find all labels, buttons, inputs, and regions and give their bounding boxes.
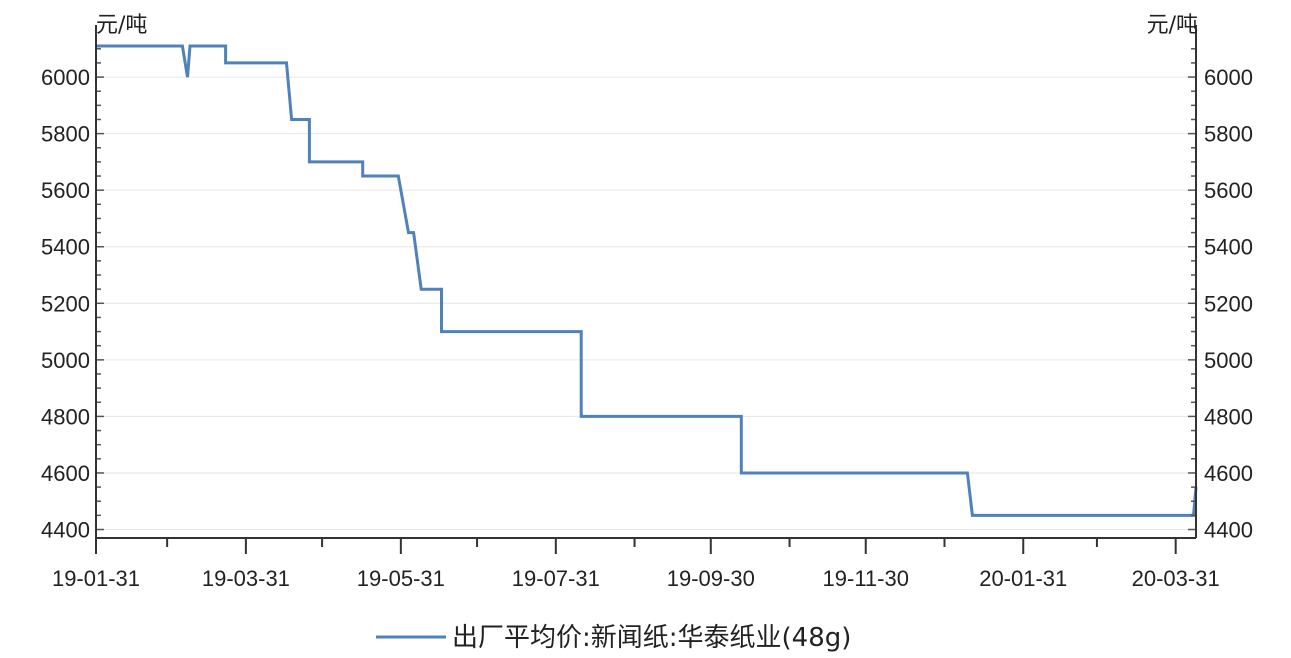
y-tick-label-right: 6000 (1204, 65, 1253, 90)
y-tick-label-right: 5000 (1204, 348, 1253, 373)
x-tick-label: 19-05-31 (357, 566, 445, 591)
grid-lines (96, 76, 1196, 531)
y-tick-label-left: 5800 (41, 122, 90, 147)
series-line (96, 44, 1198, 517)
y-tick-label-left: 5000 (41, 348, 90, 373)
x-tick-label: 19-11-30 (823, 566, 909, 591)
x-tick-label: 19-03-31 (202, 566, 290, 591)
y-tick-label-right: 5600 (1204, 178, 1253, 203)
y-tick-label-right: 4400 (1204, 518, 1253, 543)
y-tick-label-right: 5800 (1204, 122, 1253, 147)
y-tick-label-left: 5600 (41, 178, 90, 203)
y-tick-label-left: 4600 (41, 461, 90, 486)
y-axis-unit-right: 元/吨 (1147, 13, 1198, 38)
y-axis-unit-left: 元/吨 (96, 13, 147, 38)
y-tick-label-left: 5200 (41, 291, 90, 316)
legend-label: 出厂平均价:新闻纸:华泰纸业(48g) (452, 623, 851, 653)
plot-area (96, 44, 1198, 517)
x-tick-label: 19-07-31 (512, 566, 600, 591)
x-tick-label: 19-01-31 (52, 566, 140, 591)
y-tick-label-left: 4400 (41, 518, 90, 543)
y-tick-label-right: 5200 (1204, 291, 1253, 316)
legend: 出厂平均价:新闻纸:华泰纸业(48g) (376, 623, 851, 653)
y-tick-label-right: 4600 (1204, 461, 1253, 486)
x-tick-label: 20-01-31 (979, 566, 1067, 591)
y-tick-label-left: 6000 (41, 65, 90, 90)
y-tick-label-right: 4800 (1204, 404, 1253, 429)
y-tick-label-right: 5400 (1204, 235, 1253, 260)
y-tick-label-left: 4800 (41, 404, 90, 429)
x-tick-label: 19-09-30 (667, 566, 755, 591)
axes: 4400 4400 4600 4600 4800 4800 5000 5000 5200 5200… (41, 25, 1253, 591)
y-tick-label-left: 5400 (41, 235, 90, 260)
x-tick-label: 20-03-31 (1132, 566, 1220, 591)
